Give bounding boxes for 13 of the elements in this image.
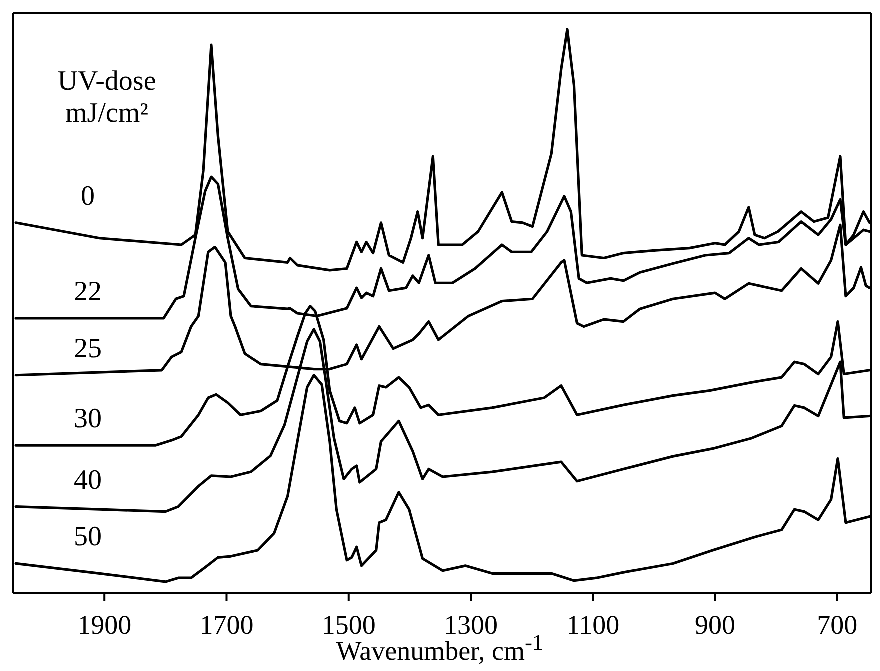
series-label: 0 (81, 180, 96, 212)
x-tick-label: 1700 (200, 610, 254, 640)
series-label: 30 (74, 404, 102, 435)
x-tick-label: 700 (817, 610, 858, 640)
series-label: 22 (74, 276, 102, 308)
x-tick-label: 1100 (566, 610, 620, 640)
series-label: 50 (74, 522, 102, 553)
legend-title: UV-dose mJ/cm² (56, 66, 158, 130)
x-tick-label: 900 (695, 610, 736, 640)
series-label: 25 (74, 333, 102, 364)
series-label: 40 (74, 464, 102, 496)
x-tick-label: 1900 (78, 610, 132, 640)
x-tick-label: 1300 (444, 610, 498, 640)
